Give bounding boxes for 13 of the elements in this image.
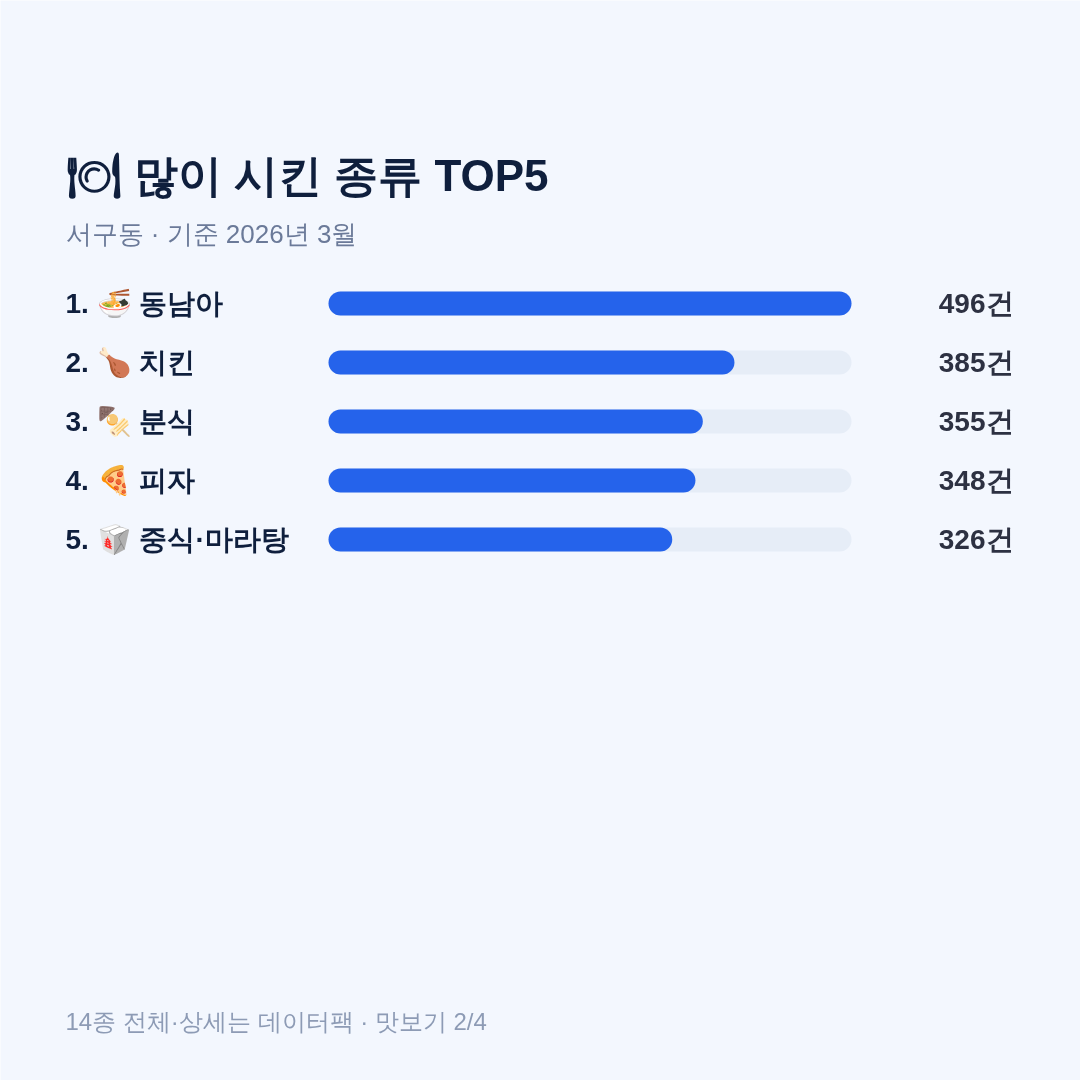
y-tick-label: 2. 🍗 치킨 xyxy=(65,346,196,379)
data-label: 326건 xyxy=(938,524,1014,555)
y-tick-label: 3. 🍢 분식 xyxy=(65,405,196,438)
text: 14종 전체·상세는 데이터팩 · 맛보기 2/4 xyxy=(65,1008,487,1035)
data-label: 496건 xyxy=(938,288,1014,319)
chart-subtitle: 서구동 · 기준 2026년 3월 xyxy=(65,218,358,249)
y-tick-label: 4. 🍕 피자 xyxy=(65,464,196,497)
data-label: 348건 xyxy=(938,465,1014,496)
data-label: 385건 xyxy=(938,347,1014,378)
chart-title: 🍽 많이 시킨 종류 TOP5 xyxy=(65,151,549,200)
y-tick-label: 5. 🥡 중식·마라탕 xyxy=(65,523,289,556)
y-tick-label: 1. 🍜 동남아 xyxy=(65,288,224,319)
data-label: 355건 xyxy=(938,406,1014,437)
